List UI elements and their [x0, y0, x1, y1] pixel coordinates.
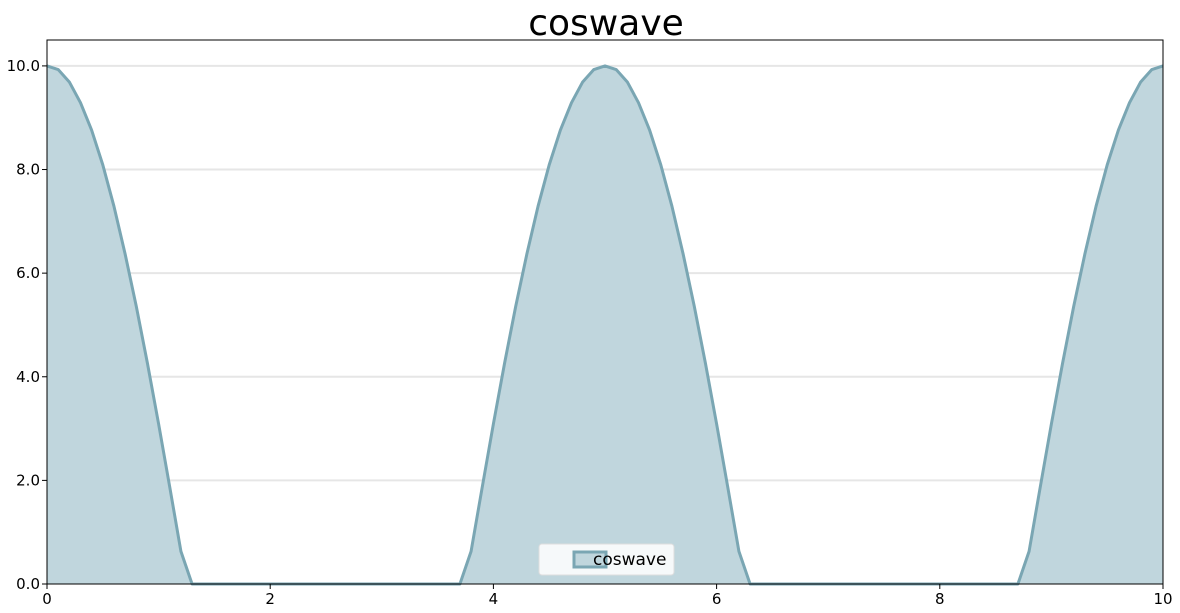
x-tick-label-4: 8 — [935, 590, 945, 608]
x-tick-label-3: 6 — [712, 590, 722, 608]
legend-swatch — [572, 550, 608, 569]
y-tick-label-0: 0.0 — [16, 575, 40, 593]
legend: coswave — [538, 543, 675, 576]
y-tick-label-5: 10.0 — [7, 57, 40, 75]
x-tick-label-1: 2 — [265, 590, 275, 608]
legend-label-coswave: coswave — [593, 550, 666, 570]
area-fill-coswave — [47, 65, 1163, 584]
y-tick-label-1: 2.0 — [16, 471, 40, 489]
chart-title: coswave — [528, 3, 684, 44]
y-tick-label-3: 6.0 — [16, 264, 40, 282]
plot-frame — [46, 39, 1164, 585]
y-tick-label-4: 8.0 — [16, 161, 40, 179]
area-series — [46, 64, 1164, 586]
x-tick-label-5: 10 — [1153, 590, 1172, 608]
x-tick-label-2: 4 — [489, 590, 499, 608]
x-tick-label-0: 0 — [42, 590, 52, 608]
x-axis: 0 2 4 6 8 10 — [42, 584, 1173, 608]
y-tick-label-2: 4.0 — [16, 368, 40, 386]
y-axis: 0.0 2.0 4.0 6.0 8.0 10.0 — [7, 57, 47, 593]
